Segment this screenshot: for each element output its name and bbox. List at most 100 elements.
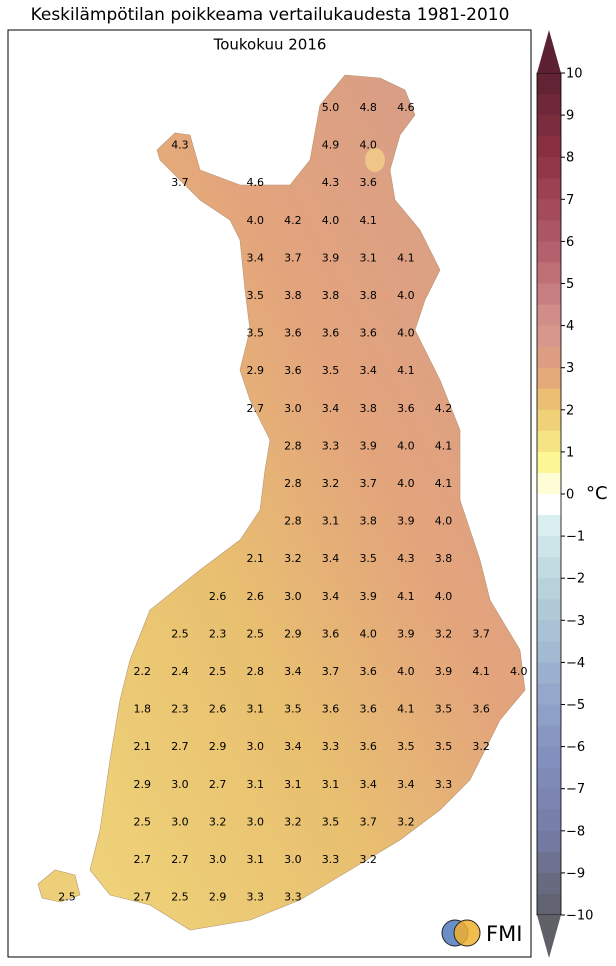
value-label: 3.3	[435, 778, 453, 791]
value-label: 4.0	[359, 627, 377, 640]
value-label: 3.5	[247, 289, 265, 302]
colorbar-tick-label: 10	[566, 67, 583, 82]
colorbar-segment	[537, 346, 561, 369]
title: Keskilämpötilan poikkeama vertailukaudes…	[31, 5, 510, 25]
value-label: 5.0	[322, 101, 340, 114]
colorbar-tick-label: −10	[566, 909, 593, 924]
value-label: 2.5	[247, 627, 265, 640]
value-label: 3.2	[322, 477, 340, 490]
value-label: 3.7	[284, 251, 302, 264]
value-label: 2.9	[247, 364, 265, 377]
value-label: 3.6	[359, 665, 377, 678]
colorbar-segment	[537, 767, 561, 790]
colorbar-tick-label: 5	[566, 277, 574, 292]
value-label: 2.8	[284, 515, 302, 528]
value-label: 3.6	[284, 327, 302, 340]
value-label: 4.0	[397, 289, 415, 302]
value-label: 4.1	[397, 251, 415, 264]
colorbar-tick-label: −1	[566, 530, 585, 545]
value-label: 4.0	[510, 665, 528, 678]
value-label: 2.9	[209, 740, 227, 753]
value-label: 4.3	[322, 176, 340, 189]
value-label: 3.4	[284, 665, 302, 678]
value-label: 2.4	[171, 665, 189, 678]
value-label: 3.7	[472, 627, 490, 640]
value-label: 3.2	[284, 552, 302, 565]
value-label: 2.7	[171, 740, 189, 753]
value-label: 2.5	[209, 665, 227, 678]
colorbar-segment	[537, 830, 561, 853]
colorbar-tick-label: −7	[566, 782, 585, 797]
value-label: 3.0	[171, 778, 189, 791]
colorbar-tick-label: 6	[566, 235, 574, 250]
value-label: 3.9	[359, 439, 377, 452]
colorbar-segment	[537, 157, 561, 179]
colorbar-tick-label: 4	[566, 319, 574, 334]
colorbar-segment	[537, 73, 561, 95]
logo-text: FMI	[486, 922, 522, 946]
value-label: 4.0	[397, 477, 415, 490]
value-label: 3.0	[247, 740, 265, 753]
colorbar-segment	[537, 430, 561, 453]
colorbar-tick-label: −4	[566, 656, 585, 671]
value-label: 3.0	[209, 853, 227, 866]
colorbar-segment	[537, 536, 561, 558]
logo: FMI	[441, 919, 522, 947]
value-label: 2.1	[134, 740, 152, 753]
value-label: 3.1	[247, 778, 265, 791]
value-label: 2.8	[284, 477, 302, 490]
value-label: 3.5	[435, 703, 453, 716]
value-label: 3.1	[247, 853, 265, 866]
colorbar-segment	[537, 809, 561, 832]
value-label: 2.1	[247, 552, 265, 565]
value-label: 2.5	[58, 891, 76, 904]
value-label: 3.0	[284, 590, 302, 603]
colorbar-tick-label: −2	[566, 572, 585, 587]
value-label: 3.5	[322, 815, 340, 828]
value-label: 3.0	[284, 402, 302, 415]
value-label: 3.2	[435, 627, 453, 640]
colorbar-segment	[537, 262, 561, 284]
value-label: 4.9	[322, 139, 340, 152]
value-label: 2.9	[134, 778, 152, 791]
value-label: 2.8	[247, 665, 265, 678]
value-label: 4.1	[435, 477, 453, 490]
value-label: 4.3	[171, 139, 189, 152]
value-label: 3.2	[397, 815, 415, 828]
colorbar-segment	[537, 515, 561, 537]
colorbar-tick-label: −5	[566, 698, 585, 713]
value-label: 3.6	[359, 703, 377, 716]
value-label: 3.9	[322, 251, 340, 264]
colorbar-tick-label: 0	[566, 488, 574, 503]
colorbar-segment	[537, 136, 561, 158]
colorbar-segment	[537, 472, 561, 495]
colorbar-segment	[537, 325, 561, 348]
value-label: 4.0	[435, 590, 453, 603]
value-label: 3.5	[247, 327, 265, 340]
value-label: 3.6	[359, 176, 377, 189]
value-label: 3.6	[397, 402, 415, 415]
value-label: 3.8	[284, 289, 302, 302]
colorbar-tick-label: −8	[566, 824, 585, 839]
colorbar-segment	[537, 641, 561, 663]
value-label: 1.8	[134, 703, 152, 716]
value-label: 2.7	[134, 891, 152, 904]
value-label: 4.8	[359, 101, 377, 114]
value-label: 3.3	[322, 740, 340, 753]
value-label: 3.9	[397, 627, 415, 640]
value-label: 4.0	[322, 214, 340, 227]
value-label: 2.8	[284, 439, 302, 452]
value-label: 4.1	[397, 590, 415, 603]
colorbar-segment	[537, 620, 561, 642]
value-label: 2.6	[209, 590, 227, 603]
colorbar-segment	[537, 241, 561, 263]
colorbar-segment	[537, 725, 561, 748]
value-label: 3.8	[322, 289, 340, 302]
colorbar-segment	[537, 557, 561, 579]
value-label: 3.2	[284, 815, 302, 828]
value-label: 3.1	[247, 703, 265, 716]
colorbar-tick-label: −6	[566, 740, 585, 755]
colorbar-segment	[537, 178, 561, 200]
value-label: 3.3	[322, 853, 340, 866]
